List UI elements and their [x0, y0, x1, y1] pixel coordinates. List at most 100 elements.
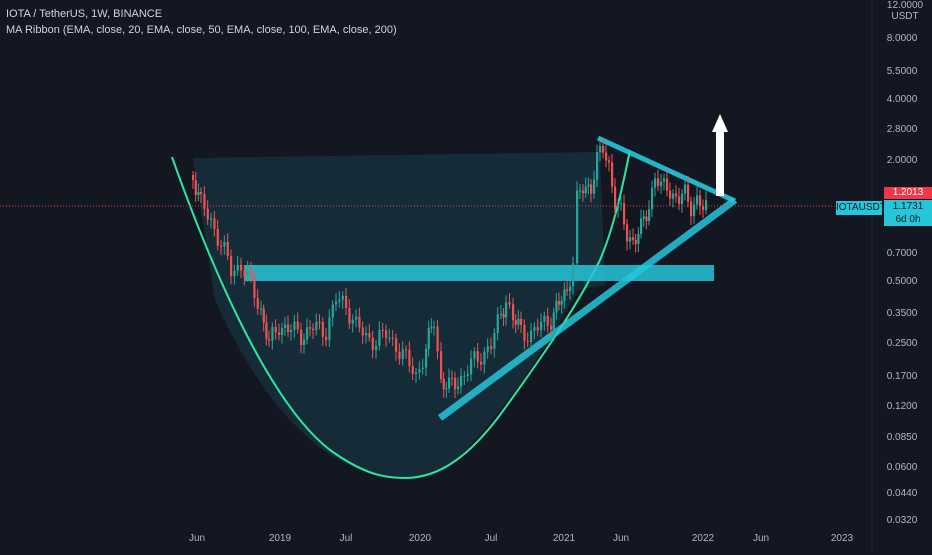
- candle-body: [672, 193, 675, 199]
- candle-body: [463, 375, 466, 377]
- price-axis-label: 0.0600: [886, 462, 918, 473]
- candle-body: [675, 193, 678, 197]
- candle-body: [608, 160, 611, 163]
- candle-body: [368, 333, 371, 338]
- candle-body: [651, 187, 654, 210]
- candle-body: [582, 190, 585, 194]
- candle-body: [569, 286, 572, 291]
- candle-body: [303, 339, 306, 346]
- candle-body: [216, 229, 219, 246]
- candle-body: [480, 361, 483, 365]
- candle-body: [614, 186, 617, 209]
- candle-body: [448, 377, 451, 389]
- candle-body: [508, 302, 511, 305]
- candle-body: [358, 316, 361, 328]
- candle-body: [442, 378, 445, 390]
- candle-body: [533, 327, 536, 331]
- candle-body: [560, 300, 563, 305]
- candle-body: [696, 195, 699, 205]
- candle-body: [599, 146, 602, 153]
- chart-legend: IOTA / TetherUS, 1W, BINANCE MA Ribbon (…: [6, 6, 397, 38]
- candle-body: [536, 327, 539, 331]
- candle-body: [223, 242, 226, 247]
- candle-body: [540, 321, 543, 331]
- candle-body: [587, 184, 590, 187]
- cup-curve: [171, 149, 631, 480]
- candle-body: [246, 269, 249, 277]
- candle-body: [681, 193, 684, 204]
- price-axis-label: 0.1700: [886, 371, 918, 382]
- candle-body: [240, 264, 243, 271]
- candle-body: [287, 324, 290, 332]
- candle-body: [550, 325, 553, 330]
- candle-body: [590, 184, 593, 194]
- candle-body: [262, 308, 265, 323]
- up-arrow-icon: [712, 114, 728, 196]
- candle-body: [687, 184, 690, 202]
- price-axis-label: 0.5000: [886, 276, 918, 287]
- candle-body: [408, 349, 411, 366]
- candle-body: [457, 386, 460, 390]
- price-axis-label: 0.0320: [886, 515, 918, 526]
- candle-body: [617, 203, 620, 209]
- symbol-title[interactable]: IOTA / TetherUS, 1W, BINANCE: [6, 8, 163, 20]
- candle-body: [566, 289, 569, 291]
- candle-body: [699, 195, 702, 207]
- candle-body: [371, 337, 374, 350]
- candle-body: [493, 332, 496, 349]
- bar-countdown: 6d 0h: [895, 214, 921, 225]
- candle-body: [445, 388, 448, 390]
- candle-body: [433, 326, 436, 328]
- candle-body: [351, 319, 354, 324]
- candle-body: [702, 206, 705, 211]
- candle-body: [611, 162, 614, 187]
- candle-body: [602, 146, 605, 153]
- candle-body: [321, 322, 324, 337]
- time-axis-label: Jun: [188, 533, 206, 544]
- candle-body: [236, 264, 239, 271]
- candle-body: [476, 351, 479, 362]
- time-axis-label: Jul: [484, 533, 498, 544]
- candle-body: [210, 218, 213, 220]
- candle-body: [605, 152, 608, 161]
- candle-body: [490, 346, 493, 349]
- time-axis-label: Jun: [612, 533, 630, 544]
- cup-shaded-region: [193, 152, 605, 478]
- candle-body: [250, 269, 253, 276]
- candle-body: [361, 327, 364, 336]
- candle-body: [470, 358, 473, 375]
- price-axis-label: 0.3500: [886, 308, 918, 319]
- candle-body: [268, 338, 271, 341]
- indicator-label[interactable]: MA Ribbon (EMA, close, 20, EMA, close, 5…: [6, 24, 397, 36]
- candle-body: [200, 192, 203, 194]
- candle-body: [306, 327, 309, 340]
- candle-body: [486, 346, 489, 352]
- resistance-zone: [244, 265, 714, 281]
- candle-body: [666, 178, 669, 191]
- candle-body: [642, 216, 645, 219]
- candle-body: [341, 295, 344, 300]
- candle-body: [293, 321, 296, 330]
- candle-body: [213, 218, 216, 230]
- price-axis-label: 2.0000: [886, 155, 918, 166]
- candle-body: [483, 351, 486, 365]
- candle-body: [436, 326, 439, 352]
- candle-body: [623, 203, 626, 225]
- candle-body: [530, 330, 533, 342]
- price-axis-label: 0.2500: [886, 338, 918, 349]
- price-axis-unit: 12.0000 USDT: [880, 0, 930, 22]
- time-axis-label: Jun: [752, 533, 770, 544]
- candle-body: [705, 200, 708, 211]
- candle-body: [300, 329, 303, 346]
- candle-body: [626, 224, 629, 242]
- price-axis-unit-label: USDT: [891, 11, 919, 22]
- time-axis-label: 2022: [691, 533, 715, 544]
- price-axis-label: 4.0000: [886, 94, 918, 105]
- candle-body: [325, 336, 328, 341]
- candle-body: [584, 186, 587, 194]
- candle-body: [473, 351, 476, 359]
- price-axis-label: 0.7000: [886, 248, 918, 259]
- time-axis-label: 2021: [552, 533, 576, 544]
